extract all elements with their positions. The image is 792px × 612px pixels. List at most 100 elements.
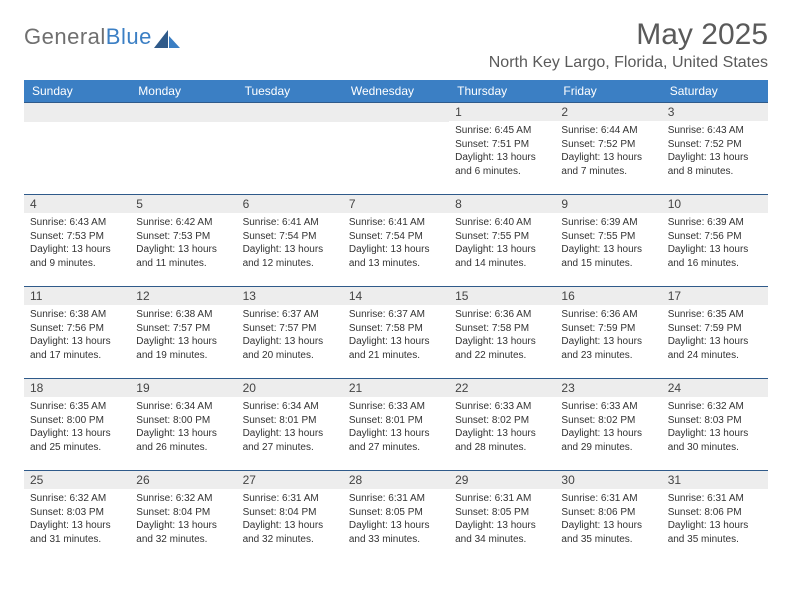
sunset-text: Sunset: 7:55 PM — [455, 230, 549, 244]
sunrise-text: Sunrise: 6:41 AM — [349, 216, 443, 230]
sunrise-text: Sunrise: 6:37 AM — [349, 308, 443, 322]
calendar-body: 1Sunrise: 6:45 AMSunset: 7:51 PMDaylight… — [24, 102, 768, 562]
calendar-cell: 9Sunrise: 6:39 AMSunset: 7:55 PMDaylight… — [555, 194, 661, 286]
sunrise-text: Sunrise: 6:32 AM — [668, 400, 762, 414]
day-number: 10 — [662, 194, 768, 213]
calendar-cell: 4Sunrise: 6:43 AMSunset: 7:53 PMDaylight… — [24, 194, 130, 286]
sunrise-text: Sunrise: 6:43 AM — [668, 124, 762, 138]
daylight-text: Daylight: 13 hours and 7 minutes. — [561, 151, 655, 178]
calendar-cell: 11Sunrise: 6:38 AMSunset: 7:56 PMDayligh… — [24, 286, 130, 378]
day-number — [24, 102, 130, 122]
daylight-text: Daylight: 13 hours and 32 minutes. — [136, 519, 230, 546]
day-content: Sunrise: 6:43 AMSunset: 7:52 PMDaylight:… — [662, 121, 768, 180]
day-content: Sunrise: 6:31 AMSunset: 8:06 PMDaylight:… — [662, 489, 768, 548]
sunset-text: Sunset: 7:54 PM — [243, 230, 337, 244]
day-number: 22 — [449, 378, 555, 397]
weekday-sunday: Sunday — [24, 80, 130, 102]
day-content: Sunrise: 6:44 AMSunset: 7:52 PMDaylight:… — [555, 121, 661, 180]
sunset-text: Sunset: 7:52 PM — [668, 138, 762, 152]
day-content: Sunrise: 6:39 AMSunset: 7:56 PMDaylight:… — [662, 213, 768, 272]
sunset-text: Sunset: 7:53 PM — [30, 230, 124, 244]
calendar-cell: 16Sunrise: 6:36 AMSunset: 7:59 PMDayligh… — [555, 286, 661, 378]
day-number: 18 — [24, 378, 130, 397]
calendar-cell: 24Sunrise: 6:32 AMSunset: 8:03 PMDayligh… — [662, 378, 768, 470]
calendar-cell: 22Sunrise: 6:33 AMSunset: 8:02 PMDayligh… — [449, 378, 555, 470]
sunset-text: Sunset: 7:55 PM — [561, 230, 655, 244]
day-content: Sunrise: 6:41 AMSunset: 7:54 PMDaylight:… — [237, 213, 343, 272]
daylight-text: Daylight: 13 hours and 35 minutes. — [561, 519, 655, 546]
calendar-cell: 5Sunrise: 6:42 AMSunset: 7:53 PMDaylight… — [130, 194, 236, 286]
logo-sail-icon — [154, 30, 180, 50]
day-number — [130, 102, 236, 122]
sunset-text: Sunset: 7:58 PM — [455, 322, 549, 336]
sunrise-text: Sunrise: 6:44 AM — [561, 124, 655, 138]
calendar-row: 4Sunrise: 6:43 AMSunset: 7:53 PMDaylight… — [24, 194, 768, 286]
sunset-text: Sunset: 8:04 PM — [243, 506, 337, 520]
weekday-monday: Monday — [130, 80, 236, 102]
sunset-text: Sunset: 8:06 PM — [668, 506, 762, 520]
day-content: Sunrise: 6:41 AMSunset: 7:54 PMDaylight:… — [343, 213, 449, 272]
daylight-text: Daylight: 13 hours and 27 minutes. — [349, 427, 443, 454]
daylight-text: Daylight: 13 hours and 8 minutes. — [668, 151, 762, 178]
daylight-text: Daylight: 13 hours and 6 minutes. — [455, 151, 549, 178]
weekday-row: Sunday Monday Tuesday Wednesday Thursday… — [24, 80, 768, 102]
calendar-cell: 20Sunrise: 6:34 AMSunset: 8:01 PMDayligh… — [237, 378, 343, 470]
calendar-cell: 13Sunrise: 6:37 AMSunset: 7:57 PMDayligh… — [237, 286, 343, 378]
calendar-cell: 7Sunrise: 6:41 AMSunset: 7:54 PMDaylight… — [343, 194, 449, 286]
day-content: Sunrise: 6:31 AMSunset: 8:06 PMDaylight:… — [555, 489, 661, 548]
daylight-text: Daylight: 13 hours and 9 minutes. — [30, 243, 124, 270]
daylight-text: Daylight: 13 hours and 13 minutes. — [349, 243, 443, 270]
daylight-text: Daylight: 13 hours and 15 minutes. — [561, 243, 655, 270]
sunrise-text: Sunrise: 6:32 AM — [30, 492, 124, 506]
day-content: Sunrise: 6:33 AMSunset: 8:02 PMDaylight:… — [555, 397, 661, 456]
day-number: 31 — [662, 470, 768, 489]
calendar-cell: 3Sunrise: 6:43 AMSunset: 7:52 PMDaylight… — [662, 102, 768, 194]
daylight-text: Daylight: 13 hours and 33 minutes. — [349, 519, 443, 546]
sunrise-text: Sunrise: 6:34 AM — [136, 400, 230, 414]
day-number: 5 — [130, 194, 236, 213]
daylight-text: Daylight: 13 hours and 19 minutes. — [136, 335, 230, 362]
day-content: Sunrise: 6:45 AMSunset: 7:51 PMDaylight:… — [449, 121, 555, 180]
sunset-text: Sunset: 8:05 PM — [455, 506, 549, 520]
calendar-cell — [24, 102, 130, 194]
sunrise-text: Sunrise: 6:33 AM — [561, 400, 655, 414]
logo-text: GeneralBlue — [24, 24, 152, 50]
daylight-text: Daylight: 13 hours and 29 minutes. — [561, 427, 655, 454]
daylight-text: Daylight: 13 hours and 35 minutes. — [668, 519, 762, 546]
day-number: 27 — [237, 470, 343, 489]
sunset-text: Sunset: 7:57 PM — [136, 322, 230, 336]
daylight-text: Daylight: 13 hours and 24 minutes. — [668, 335, 762, 362]
calendar-cell: 6Sunrise: 6:41 AMSunset: 7:54 PMDaylight… — [237, 194, 343, 286]
day-number: 19 — [130, 378, 236, 397]
daylight-text: Daylight: 13 hours and 26 minutes. — [136, 427, 230, 454]
sunrise-text: Sunrise: 6:36 AM — [561, 308, 655, 322]
daylight-text: Daylight: 13 hours and 28 minutes. — [455, 427, 549, 454]
sunset-text: Sunset: 8:02 PM — [455, 414, 549, 428]
daylight-text: Daylight: 13 hours and 11 minutes. — [136, 243, 230, 270]
day-number: 9 — [555, 194, 661, 213]
day-number: 2 — [555, 102, 661, 121]
location-text: North Key Largo, Florida, United States — [489, 54, 768, 72]
month-title: May 2025 — [489, 18, 768, 52]
sunset-text: Sunset: 8:03 PM — [30, 506, 124, 520]
day-content: Sunrise: 6:38 AMSunset: 7:57 PMDaylight:… — [130, 305, 236, 364]
calendar-cell: 19Sunrise: 6:34 AMSunset: 8:00 PMDayligh… — [130, 378, 236, 470]
sunset-text: Sunset: 8:01 PM — [243, 414, 337, 428]
day-content: Sunrise: 6:33 AMSunset: 8:01 PMDaylight:… — [343, 397, 449, 456]
calendar-cell: 2Sunrise: 6:44 AMSunset: 7:52 PMDaylight… — [555, 102, 661, 194]
calendar-cell: 23Sunrise: 6:33 AMSunset: 8:02 PMDayligh… — [555, 378, 661, 470]
sunset-text: Sunset: 7:53 PM — [136, 230, 230, 244]
calendar-cell: 25Sunrise: 6:32 AMSunset: 8:03 PMDayligh… — [24, 470, 130, 562]
calendar-cell: 29Sunrise: 6:31 AMSunset: 8:05 PMDayligh… — [449, 470, 555, 562]
day-number: 20 — [237, 378, 343, 397]
sunset-text: Sunset: 8:00 PM — [30, 414, 124, 428]
sunrise-text: Sunrise: 6:38 AM — [30, 308, 124, 322]
day-content: Sunrise: 6:34 AMSunset: 8:00 PMDaylight:… — [130, 397, 236, 456]
day-content: Sunrise: 6:36 AMSunset: 7:59 PMDaylight:… — [555, 305, 661, 364]
daylight-text: Daylight: 13 hours and 21 minutes. — [349, 335, 443, 362]
calendar-cell: 26Sunrise: 6:32 AMSunset: 8:04 PMDayligh… — [130, 470, 236, 562]
day-content: Sunrise: 6:33 AMSunset: 8:02 PMDaylight:… — [449, 397, 555, 456]
weekday-tuesday: Tuesday — [237, 80, 343, 102]
calendar-cell: 17Sunrise: 6:35 AMSunset: 7:59 PMDayligh… — [662, 286, 768, 378]
day-content: Sunrise: 6:31 AMSunset: 8:05 PMDaylight:… — [449, 489, 555, 548]
